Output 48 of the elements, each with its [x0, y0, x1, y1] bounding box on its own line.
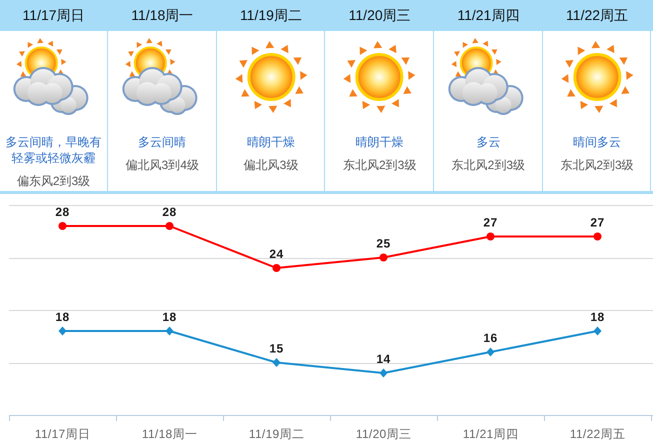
data-label: 18: [162, 310, 177, 324]
x-tick-label: 11/21周四: [462, 427, 518, 441]
x-tick-label: 11/17周日: [34, 427, 90, 441]
category-label: 11/19周二: [238, 6, 303, 25]
point: [486, 232, 494, 240]
text: 偏北风3到4级: [124, 157, 200, 173]
data-label: 16: [483, 331, 498, 345]
text: 晴朗干燥: [354, 134, 405, 150]
x-tick-label: 11/19周二: [248, 427, 304, 441]
category-label: 11/18周一: [130, 6, 194, 25]
category-label: 11/20周三: [348, 6, 412, 25]
data-label: 28: [162, 205, 177, 219]
text: 多云间晴，早晚有轻雾或轻微灰霾: [4, 134, 103, 166]
category-label: 11/22周五: [565, 6, 630, 25]
category-label: 11/21周四: [456, 6, 520, 25]
text: 东北风2到3级: [342, 157, 418, 173]
point: [486, 348, 494, 356]
data-label: 27: [483, 216, 498, 230]
point: [58, 326, 66, 336]
text: 晴间多云: [572, 134, 622, 150]
text: 东北风2到3级: [450, 157, 526, 173]
text: 晴朗干燥: [246, 134, 296, 150]
text: 多云间晴: [137, 134, 188, 150]
point: [594, 326, 602, 336]
text: 东北风2到3级: [559, 157, 635, 173]
text: 偏北风3级: [242, 157, 300, 173]
point: [380, 368, 388, 378]
data-label: 15: [269, 342, 284, 356]
data-label: 18: [590, 310, 605, 324]
data-label: 24: [269, 247, 284, 261]
x-tick-label: 11/18周一: [142, 427, 198, 441]
point: [272, 358, 280, 367]
category-label: 11/17周日: [22, 6, 86, 25]
point: [272, 264, 280, 272]
data-label: 18: [55, 310, 70, 324]
data-label: 27: [590, 216, 605, 230]
point: [594, 232, 602, 240]
data-label: 14: [376, 352, 391, 366]
data-label: 28: [55, 205, 70, 219]
point: [58, 222, 66, 230]
text: 偏东风2到3级: [16, 173, 92, 189]
text: 多云: [475, 134, 502, 150]
point: [166, 222, 174, 230]
point: [380, 254, 388, 262]
x-tick-label: 11/22周五: [570, 427, 626, 441]
data-label: 25: [376, 236, 391, 250]
point: [166, 326, 174, 336]
x-tick-label: 11/20周三: [356, 427, 412, 441]
